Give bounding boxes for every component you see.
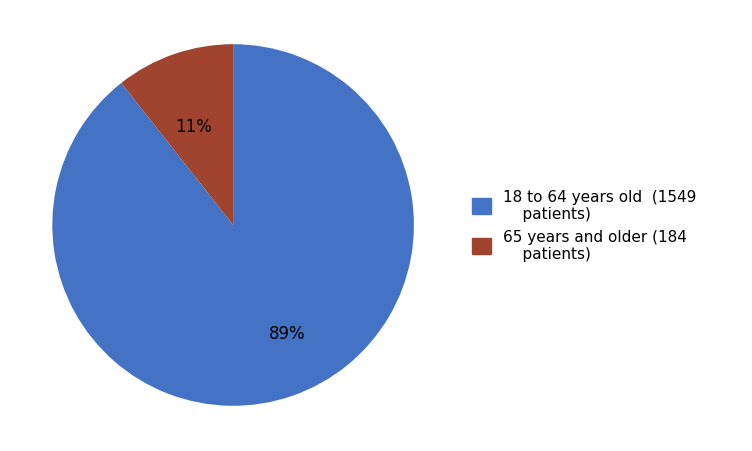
Text: 11%: 11% bbox=[175, 117, 212, 135]
Text: 89%: 89% bbox=[269, 325, 305, 343]
Wedge shape bbox=[121, 45, 233, 226]
Legend: 18 to 64 years old  (1549
    patients), 65 years and older (184
    patients): 18 to 64 years old (1549 patients), 65 y… bbox=[466, 183, 702, 268]
Wedge shape bbox=[53, 45, 414, 406]
